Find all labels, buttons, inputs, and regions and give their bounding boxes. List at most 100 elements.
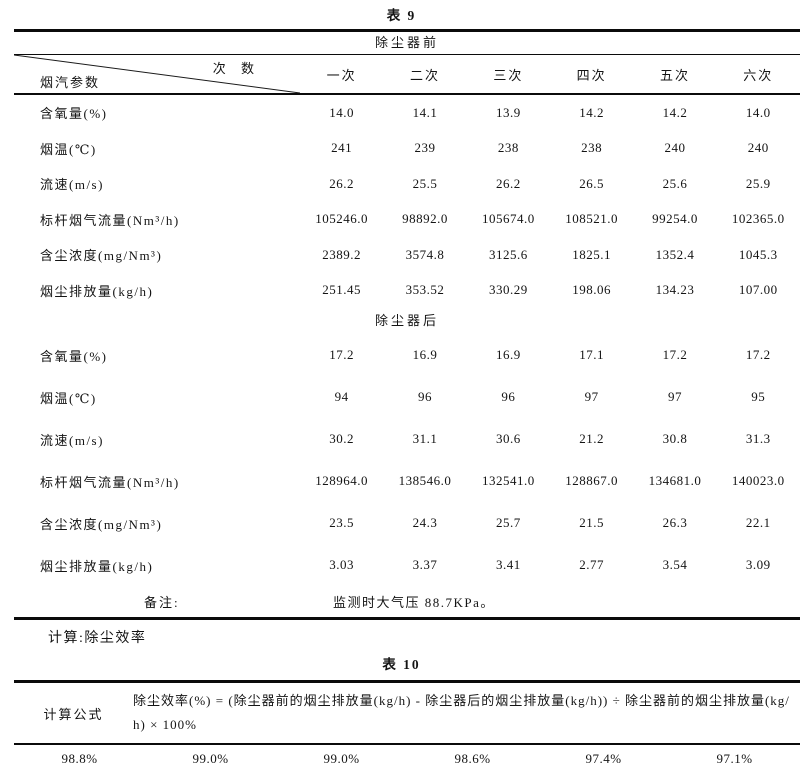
table-row: 烟温(℃) 94 96 96 97 97 95	[14, 376, 800, 418]
cell-value: 2389.2	[322, 246, 362, 262]
row-label: 烟尘排放量(kg/h)	[40, 283, 154, 299]
cell-value: 128964.0	[315, 473, 369, 488]
cell-value: 108521.0	[565, 211, 619, 227]
cell-value: 134.23	[655, 282, 695, 298]
cell-value: 23.5	[329, 515, 355, 530]
cell-value: 240	[747, 140, 769, 156]
column-header: 六次	[743, 67, 774, 83]
cell-value: 2.77	[579, 557, 605, 572]
row-label: 含氧量(%)	[40, 348, 108, 364]
column-header: 二次	[409, 67, 440, 83]
row-label: 烟温(℃)	[40, 141, 97, 157]
cell-value: 97	[584, 389, 599, 404]
cell-value: 25.6	[662, 175, 688, 191]
corner-label-params: 烟汽参数	[40, 75, 101, 90]
cell-value: 3.03	[329, 557, 355, 572]
cell-value: 1045.3	[738, 246, 778, 262]
divider	[14, 54, 800, 55]
cell-value: 3574.8	[405, 246, 445, 262]
cell-value: 107.00	[738, 282, 778, 298]
cell-value: 132541.0	[481, 473, 535, 488]
cell-value: 1825.1	[572, 246, 612, 262]
cell-value: 17.2	[329, 347, 355, 362]
cell-value: 30.2	[329, 431, 355, 446]
corner-label-count: 次 数	[212, 61, 260, 76]
cell-value: 95	[751, 389, 766, 404]
row-label: 标杆烟气流量(Nm³/h)	[40, 474, 180, 490]
formula-label: 计算公式	[43, 706, 104, 722]
cell-value: 238	[497, 140, 519, 156]
cell-value: 14.2	[579, 104, 605, 120]
cell-value: 330.29	[488, 282, 528, 298]
cell-value: 98892.0	[402, 211, 448, 227]
cell-value: 128867.0	[565, 473, 619, 488]
row-label: 含氧量(%)	[40, 106, 108, 122]
cell-value: 13.9	[495, 104, 521, 120]
cell-value: 96	[501, 389, 516, 404]
row-label: 烟温(℃)	[40, 390, 97, 406]
cell-value: 3.09	[745, 557, 771, 572]
cell-value: 16.9	[495, 347, 521, 362]
cell-value: 14.2	[662, 104, 688, 120]
row-label: 流速(m/s)	[40, 432, 104, 448]
divider-bottom	[14, 617, 800, 620]
calc-heading: 计算:除尘效率	[48, 631, 147, 646]
cell-value: 3.37	[412, 557, 438, 572]
cell-value: 17.2	[745, 347, 771, 362]
table-row: 含氧量(%) 17.2 16.9 16.9 17.1 17.2 17.2	[14, 334, 800, 376]
cell-value: 14.0	[329, 104, 355, 120]
cell-value: 21.5	[579, 515, 605, 530]
cell-value: 26.2	[329, 175, 355, 191]
formula-text: 除尘效率(%) = (除尘器前的烟尘排放量(kg/h) - 除尘器后的烟尘排放量…	[133, 693, 790, 732]
row-label: 烟尘排放量(kg/h)	[40, 558, 154, 574]
cell-value: 140023.0	[731, 473, 785, 488]
divider	[14, 743, 800, 745]
cell-value: 241	[331, 140, 353, 156]
cell-value: 1352.4	[655, 246, 695, 262]
cell-value: 21.2	[579, 431, 605, 446]
row-label: 含尘浓度(mg/Nm³)	[40, 248, 163, 264]
cell-value: 14.1	[412, 104, 438, 120]
table-row: 含氧量(%) 14.0 14.1 13.9 14.2 14.2 14.0	[14, 95, 800, 131]
cell-value: 3.41	[495, 557, 521, 572]
result-value: 97.4%	[585, 750, 622, 766]
result-value: 99.0%	[192, 750, 229, 766]
table10-title: 表 10	[382, 657, 421, 672]
results-row: 98.8% 99.0% 99.0% 98.6% 97.4% 97.1%	[14, 745, 800, 768]
result-value: 98.6%	[454, 750, 491, 766]
row-label: 流速(m/s)	[40, 177, 104, 193]
cell-value: 97	[667, 389, 682, 404]
table9-title: 表 9	[386, 8, 417, 23]
cell-value: 3125.6	[488, 246, 528, 262]
after-rows: 含氧量(%) 17.2 16.9 16.9 17.1 17.2 17.2 烟温(℃) 94 96 9…	[14, 334, 800, 586]
section-header-before: 除尘器前	[374, 35, 439, 50]
cell-value: 94	[334, 389, 349, 404]
cell-value: 26.5	[579, 175, 605, 191]
cell-value: 25.7	[495, 515, 521, 530]
cell-value: 251.45	[322, 282, 362, 298]
divider-top	[14, 680, 800, 683]
cell-value: 240	[664, 140, 686, 156]
cell-value: 30.6	[495, 431, 521, 446]
divider-top	[14, 29, 800, 32]
column-header: 五次	[659, 67, 690, 83]
cell-value: 30.8	[662, 431, 688, 446]
column-header: 一次	[326, 67, 357, 83]
table-row: 标杆烟气流量(Nm³/h) 105246.0 98892.0 105674.0 1085…	[14, 202, 800, 238]
table-row: 流速(m/s) 26.2 25.5 26.2 26.5 25.6 25.9	[14, 166, 800, 202]
note-label: 备注:	[144, 595, 180, 610]
cell-value: 22.1	[745, 515, 771, 530]
table-row: 含尘浓度(mg/Nm³) 2389.2 3574.8 3125.6 1825.1 1352…	[14, 237, 800, 273]
cell-value: 238	[581, 140, 603, 156]
cell-value: 26.3	[662, 515, 688, 530]
table-row: 标杆烟气流量(Nm³/h) 128964.0 138546.0 132541.0 128…	[14, 460, 800, 502]
cell-value: 198.06	[572, 282, 612, 298]
table-row: 烟尘排放量(kg/h) 3.03 3.37 3.41 2.77 3.54 3.09	[14, 544, 800, 586]
cell-value: 102365.0	[731, 211, 785, 227]
cell-value: 353.52	[405, 282, 445, 298]
cell-value: 16.9	[412, 347, 438, 362]
cell-value: 17.2	[662, 347, 688, 362]
cell-value: 31.1	[412, 431, 438, 446]
result-value: 97.1%	[716, 750, 753, 766]
